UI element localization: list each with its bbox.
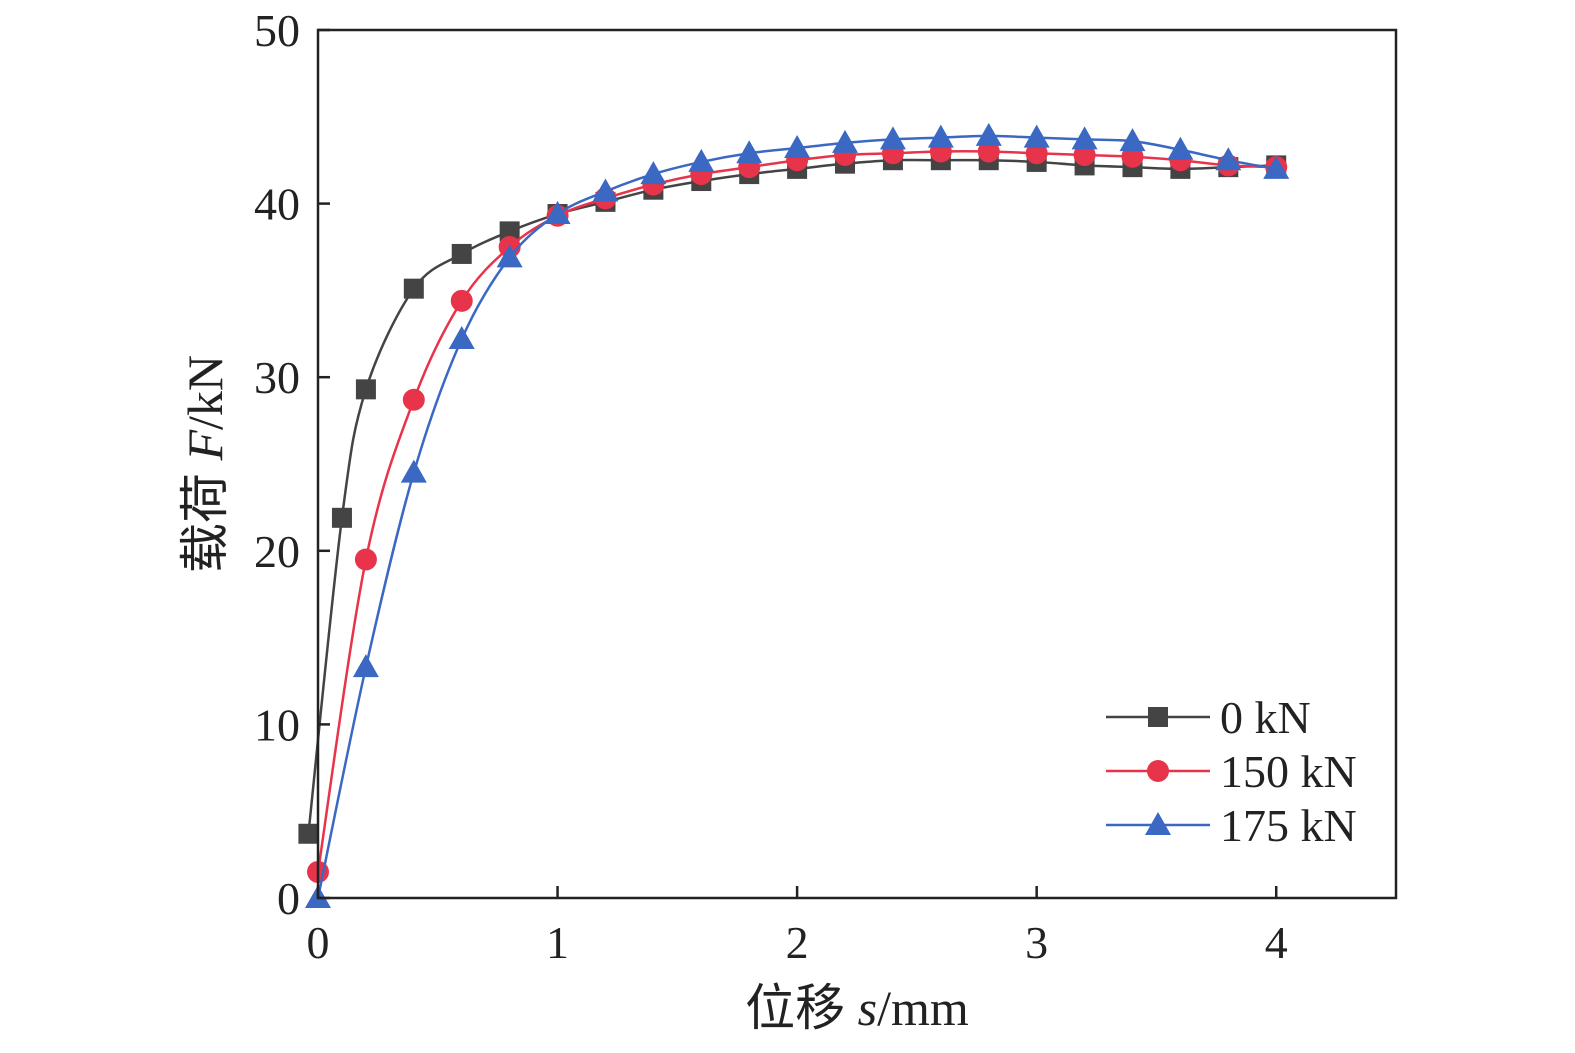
y-tick-label: 10 (254, 699, 300, 750)
y-tick-label: 30 (254, 352, 300, 403)
legend-item: 175 kN (1106, 800, 1357, 851)
data-point-triangle (975, 122, 1002, 146)
legend-label: 0 kN (1220, 692, 1311, 743)
data-point-circle (977, 140, 1000, 163)
data-point-triangle (784, 135, 811, 159)
data-point-square (499, 221, 520, 242)
data-point-circle (402, 388, 425, 411)
x-axis-title-unit: /mm (877, 980, 969, 1036)
y-tick-label: 0 (277, 873, 300, 924)
y-tick-label: 20 (254, 526, 300, 577)
y-tick-label: 50 (254, 5, 300, 56)
data-point-circle (1121, 145, 1144, 168)
x-axis-title-prefix: 位移 (745, 980, 858, 1036)
data-point-square (403, 278, 424, 299)
legend-marker (1145, 812, 1171, 835)
x-tick-label: 0 (307, 917, 330, 968)
legend-label: 150 kN (1220, 746, 1357, 797)
data-point-triangle (1215, 147, 1242, 171)
data-point-circle (450, 289, 473, 312)
data-point-square (298, 823, 319, 844)
data-point-triangle (448, 326, 475, 350)
legend-label: 175 kN (1220, 800, 1357, 851)
data-point-circle (354, 548, 377, 571)
data-point-triangle (736, 140, 763, 164)
data-point-square (355, 379, 376, 400)
legend-item: 0 kN (1106, 692, 1311, 743)
plot-frame (316, 28, 1398, 900)
legend-item: 150 kN (1106, 746, 1357, 797)
legend-marker (1148, 707, 1168, 727)
data-point-circle (1025, 142, 1048, 165)
data-point-triangle (1167, 136, 1194, 160)
x-tick-label: 4 (1265, 917, 1288, 968)
data-point-triangle (496, 244, 523, 268)
data-point-triangle (688, 148, 715, 172)
data-point-triangle (592, 178, 619, 202)
data-point-square (451, 243, 472, 264)
data-point-triangle (927, 124, 954, 148)
data-point-triangle (1023, 124, 1050, 148)
data-point-circle (1073, 143, 1096, 166)
series-layer (298, 122, 1290, 908)
y-axis-title: 载荷 F/kN (177, 355, 233, 573)
legend-marker (1147, 760, 1169, 782)
series-2 (305, 122, 1290, 908)
data-point-triangle (1071, 126, 1098, 150)
y-axis-title-symbol: F (177, 430, 233, 462)
data-point-triangle (1119, 128, 1146, 152)
y-axis-title-unit: /kN (177, 355, 233, 430)
data-point-triangle (879, 126, 906, 150)
y-tick-label: 40 (254, 179, 300, 230)
data-point-triangle (640, 161, 667, 185)
x-axis-title: 位移 s/mm (745, 980, 969, 1036)
y-axis-title-prefix: 载荷 (177, 461, 233, 574)
data-point-triangle (1263, 155, 1290, 179)
data-point-square (331, 507, 352, 528)
data-point-triangle (544, 201, 571, 225)
x-tick-label: 2 (786, 917, 809, 968)
data-point-triangle (400, 459, 427, 483)
series-0 (298, 150, 1287, 844)
x-tick-label: 1 (546, 917, 569, 968)
data-point-triangle (832, 129, 859, 153)
x-axis-title-symbol: s (858, 980, 877, 1036)
data-point-triangle (352, 654, 379, 678)
x-tick-label: 3 (1025, 917, 1048, 968)
